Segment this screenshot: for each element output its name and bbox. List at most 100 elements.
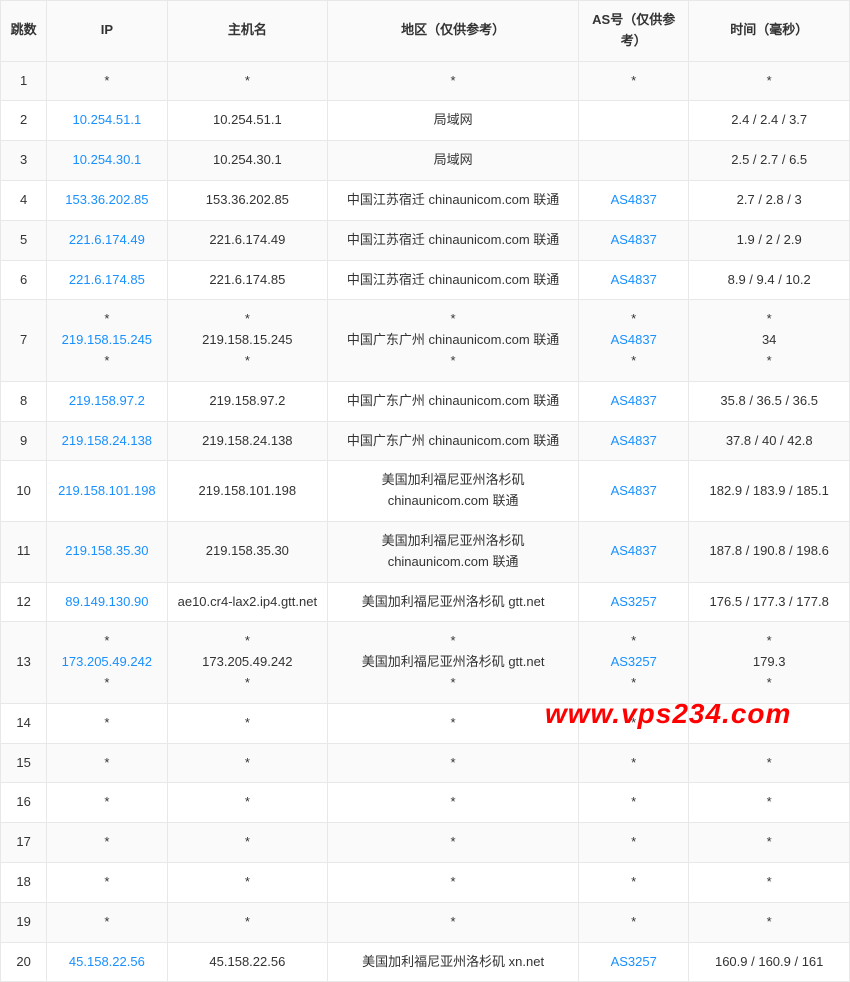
cell-location: 美国加利福尼亚州洛杉矶 chinaunicom.com 联通 bbox=[328, 521, 579, 582]
cell-host: 153.36.202.85 bbox=[167, 180, 328, 220]
cell-as: * bbox=[579, 703, 689, 743]
cell-as[interactable]: AS4837 bbox=[579, 421, 689, 461]
cell-as: * bbox=[579, 902, 689, 942]
cell-hop: 16 bbox=[1, 783, 47, 823]
table-row: 13*173.205.49.242**173.205.49.242**美国加利福… bbox=[1, 622, 850, 703]
cell-hop: 20 bbox=[1, 942, 47, 982]
table-row: 11219.158.35.30219.158.35.30美国加利福尼亚州洛杉矶 … bbox=[1, 521, 850, 582]
time-line: 34 bbox=[693, 330, 845, 351]
cell-as: * bbox=[579, 783, 689, 823]
cell-location: 美国加利福尼亚州洛杉矶 gtt.net bbox=[328, 582, 579, 622]
as-link[interactable]: AS4837 bbox=[583, 330, 684, 351]
cell-as[interactable]: AS4837 bbox=[579, 461, 689, 522]
cell-time: 35.8 / 36.5 / 36.5 bbox=[689, 381, 850, 421]
col-host: 主机名 bbox=[167, 1, 328, 62]
table-row: 8219.158.97.2219.158.97.2中国广东广州 chinauni… bbox=[1, 381, 850, 421]
cell-ip[interactable]: 219.158.35.30 bbox=[47, 521, 167, 582]
cell-time: * bbox=[689, 823, 850, 863]
cell-hop: 18 bbox=[1, 862, 47, 902]
cell-host: *173.205.49.242* bbox=[167, 622, 328, 703]
host-line: * bbox=[172, 351, 324, 372]
as-line: * bbox=[583, 309, 684, 330]
host-line: * bbox=[172, 631, 324, 652]
cell-hop: 2 bbox=[1, 101, 47, 141]
cell-hop: 7 bbox=[1, 300, 47, 381]
host-line: 219.158.15.245 bbox=[172, 330, 324, 351]
cell-ip[interactable]: 89.149.130.90 bbox=[47, 582, 167, 622]
cell-ip: * bbox=[47, 743, 167, 783]
cell-as[interactable]: AS4837 bbox=[579, 180, 689, 220]
cell-ip[interactable]: 10.254.30.1 bbox=[47, 141, 167, 181]
table-row: 4153.36.202.85153.36.202.85中国江苏宿迁 chinau… bbox=[1, 180, 850, 220]
host-line: 173.205.49.242 bbox=[172, 652, 324, 673]
cell-location: * bbox=[328, 703, 579, 743]
cell-ip[interactable]: 219.158.97.2 bbox=[47, 381, 167, 421]
cell-host: * bbox=[167, 783, 328, 823]
cell-hop: 11 bbox=[1, 521, 47, 582]
cell-hop: 6 bbox=[1, 260, 47, 300]
cell-location: 局域网 bbox=[328, 141, 579, 181]
cell-time: * bbox=[689, 743, 850, 783]
cell-location: 中国广东广州 chinaunicom.com 联通 bbox=[328, 421, 579, 461]
cell-location: 美国加利福尼亚州洛杉矶 xn.net bbox=[328, 942, 579, 982]
cell-ip[interactable]: 153.36.202.85 bbox=[47, 180, 167, 220]
cell-host: * bbox=[167, 823, 328, 863]
ip-link[interactable]: 173.205.49.242 bbox=[51, 652, 162, 673]
cell-time: 1.9 / 2 / 2.9 bbox=[689, 220, 850, 260]
cell-ip[interactable]: 221.6.174.49 bbox=[47, 220, 167, 260]
col-hop: 跳数 bbox=[1, 1, 47, 62]
loc-line: * bbox=[332, 673, 574, 694]
cell-host: * bbox=[167, 862, 328, 902]
as-line: * bbox=[583, 351, 684, 372]
table-row: 9219.158.24.138219.158.24.138中国广东广州 chin… bbox=[1, 421, 850, 461]
cell-ip[interactable]: 10.254.51.1 bbox=[47, 101, 167, 141]
table-row: 5221.6.174.49221.6.174.49中国江苏宿迁 chinauni… bbox=[1, 220, 850, 260]
cell-time: 187.8 / 190.8 / 198.6 bbox=[689, 521, 850, 582]
as-line: * bbox=[583, 631, 684, 652]
cell-ip[interactable]: 219.158.24.138 bbox=[47, 421, 167, 461]
cell-ip: * bbox=[47, 823, 167, 863]
cell-location: 中国江苏宿迁 chinaunicom.com 联通 bbox=[328, 180, 579, 220]
cell-ip[interactable]: 221.6.174.85 bbox=[47, 260, 167, 300]
ip-line: * bbox=[51, 351, 162, 372]
cell-time: 8.9 / 9.4 / 10.2 bbox=[689, 260, 850, 300]
cell-ip[interactable]: 219.158.101.198 bbox=[47, 461, 167, 522]
cell-as[interactable]: AS4837 bbox=[579, 381, 689, 421]
cell-host: * bbox=[167, 61, 328, 101]
as-link[interactable]: AS3257 bbox=[583, 652, 684, 673]
cell-hop: 12 bbox=[1, 582, 47, 622]
cell-as[interactable]: AS4837 bbox=[579, 521, 689, 582]
cell-ip: * bbox=[47, 783, 167, 823]
col-ip: IP bbox=[47, 1, 167, 62]
cell-as[interactable]: AS4837 bbox=[579, 220, 689, 260]
table-row: 2045.158.22.5645.158.22.56美国加利福尼亚州洛杉矶 xn… bbox=[1, 942, 850, 982]
cell-as: *AS4837* bbox=[579, 300, 689, 381]
cell-as[interactable]: AS3257 bbox=[579, 942, 689, 982]
cell-host: 219.158.97.2 bbox=[167, 381, 328, 421]
cell-host: 219.158.35.30 bbox=[167, 521, 328, 582]
cell-ip: *173.205.49.242* bbox=[47, 622, 167, 703]
cell-hop: 1 bbox=[1, 61, 47, 101]
cell-hop: 17 bbox=[1, 823, 47, 863]
ip-link[interactable]: 219.158.15.245 bbox=[51, 330, 162, 351]
cell-ip: * bbox=[47, 862, 167, 902]
host-line: * bbox=[172, 309, 324, 330]
ip-line: * bbox=[51, 309, 162, 330]
cell-location: 中国广东广州 chinaunicom.com 联通 bbox=[328, 381, 579, 421]
cell-host: * bbox=[167, 902, 328, 942]
table-row: 18***** bbox=[1, 862, 850, 902]
cell-location: * bbox=[328, 862, 579, 902]
cell-as[interactable]: AS4837 bbox=[579, 260, 689, 300]
cell-as bbox=[579, 101, 689, 141]
table-row: 10219.158.101.198219.158.101.198美国加利福尼亚州… bbox=[1, 461, 850, 522]
cell-location: * bbox=[328, 61, 579, 101]
loc-line: * bbox=[332, 309, 574, 330]
cell-time: *34* bbox=[689, 300, 850, 381]
traceroute-table: 跳数 IP 主机名 地区（仅供参考） AS号（仅供参考） 时间（毫秒） 1***… bbox=[0, 0, 850, 982]
col-location: 地区（仅供参考） bbox=[328, 1, 579, 62]
cell-ip: * bbox=[47, 703, 167, 743]
cell-as[interactable]: AS3257 bbox=[579, 582, 689, 622]
cell-ip[interactable]: 45.158.22.56 bbox=[47, 942, 167, 982]
cell-time: * bbox=[689, 783, 850, 823]
cell-time: * bbox=[689, 902, 850, 942]
